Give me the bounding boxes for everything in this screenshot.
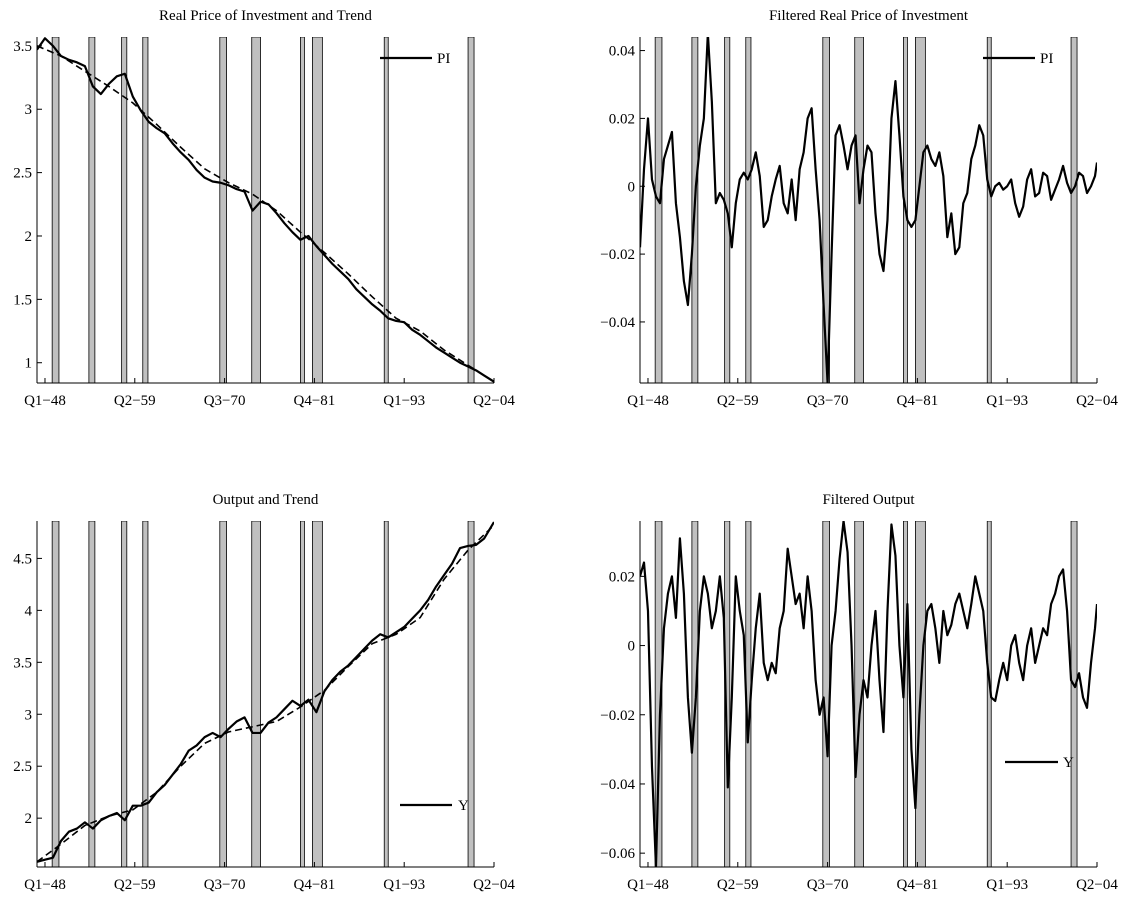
recession-band xyxy=(300,521,305,867)
x-tick-label: Q2−59 xyxy=(114,877,156,893)
recession-band xyxy=(51,521,60,867)
y-tick-label: 1.5 xyxy=(13,292,32,308)
recession-band xyxy=(219,521,227,867)
chart-title: Output and Trend xyxy=(213,492,319,508)
chart-title: Real Price of Investment and Trend xyxy=(159,8,372,24)
y-tick-label: 2.5 xyxy=(13,166,32,182)
y-tick-label: 4 xyxy=(25,603,33,619)
y-tick-label: −0.02 xyxy=(600,247,635,263)
chart-title: Filtered Real Price of Investment xyxy=(769,8,969,24)
recession-band xyxy=(822,521,830,867)
x-tick-label: Q1−93 xyxy=(383,393,425,409)
recession-band xyxy=(854,521,864,867)
x-tick-label: Q2−59 xyxy=(114,393,156,409)
x-tick-label: Q1−48 xyxy=(24,393,66,409)
recession-band xyxy=(88,37,96,383)
x-tick-label: Q2−59 xyxy=(717,393,759,409)
recession-band xyxy=(121,521,128,867)
y-tick-label: 3.5 xyxy=(13,655,32,671)
recession-band xyxy=(986,37,992,383)
recession-band xyxy=(311,37,323,383)
recession-band xyxy=(51,37,60,383)
y-tick-label: −0.04 xyxy=(600,315,635,331)
x-tick-label: Q4−81 xyxy=(896,877,938,893)
y-tick-label: 0.04 xyxy=(609,44,636,60)
x-tick-label: Q1−93 xyxy=(986,877,1028,893)
y-tick-label: −0.02 xyxy=(600,708,635,724)
x-tick-label: Q2−59 xyxy=(717,877,759,893)
x-tick-label: Q1−93 xyxy=(986,393,1028,409)
recession-band xyxy=(467,521,475,867)
x-tick-label: Q3−70 xyxy=(204,393,246,409)
trend-line xyxy=(37,524,494,863)
panel-filtered-real-price-of-investment: −0.04 −0.02 0 0.02 0.04 Q1−48 Q2−59 Q3−70 Q4−81 Q… xyxy=(600,8,1118,409)
x-tick-label: Q4−81 xyxy=(293,393,335,409)
panel-real-price-of-investment: 1 1.5 2 2.5 3 3.5 Q1−48 Q2−59 Q3−70 Q4−81 Q1−93 Q2−… xyxy=(13,8,515,409)
y-tick-label: 1 xyxy=(25,356,33,372)
x-tick-label: Q3−70 xyxy=(807,393,849,409)
recession-band xyxy=(142,521,149,867)
recession-band xyxy=(467,37,475,383)
y-tick-label: 0 xyxy=(628,639,636,655)
series-line xyxy=(37,521,494,863)
y-tick-label: 0 xyxy=(628,179,636,195)
y-tick-label: −0.04 xyxy=(600,777,635,793)
y-tick-label: 2 xyxy=(25,811,33,827)
legend-label: PI xyxy=(1040,51,1053,67)
recession-band xyxy=(1070,37,1078,383)
y-tick-label: 2 xyxy=(25,229,33,245)
x-tick-label: Q1−48 xyxy=(24,877,66,893)
recession-band xyxy=(121,37,128,383)
x-tick-label: Q2−04 xyxy=(473,877,515,893)
y-tick-label: 3.5 xyxy=(13,39,32,55)
y-tick-label: 0.02 xyxy=(609,569,635,585)
recession-band xyxy=(822,37,830,383)
legend-label: PI xyxy=(437,51,450,67)
x-tick-label: Q3−70 xyxy=(807,877,849,893)
series-line xyxy=(640,37,1097,383)
y-tick-label: 4.5 xyxy=(13,551,32,567)
recession-band xyxy=(251,521,261,867)
series-line xyxy=(37,37,494,383)
x-tick-label: Q2−04 xyxy=(1076,393,1118,409)
recession-band xyxy=(745,37,752,383)
trend-line xyxy=(37,45,494,383)
y-tick-label: −0.06 xyxy=(600,846,635,862)
recession-band xyxy=(691,521,699,867)
recession-band xyxy=(914,37,926,383)
x-tick-label: Q1−48 xyxy=(627,393,669,409)
x-tick-label: Q4−81 xyxy=(896,393,938,409)
x-tick-label: Q3−70 xyxy=(204,877,246,893)
recession-band xyxy=(1070,521,1078,867)
y-tick-label: 3 xyxy=(25,102,33,118)
y-tick-label: 2.5 xyxy=(13,759,32,775)
x-tick-label: Q1−93 xyxy=(383,877,425,893)
legend-label: Y xyxy=(1063,755,1074,771)
legend-label: Y xyxy=(458,798,469,814)
x-tick-label: Q2−04 xyxy=(473,393,515,409)
x-tick-label: Q1−48 xyxy=(627,877,669,893)
panel-output: 2 2.5 3 3.5 4 4.5 Q1−48 Q2−59 Q3−70 Q4−81 Q1−93 Q2−… xyxy=(13,492,515,893)
x-tick-label: Q2−04 xyxy=(1076,877,1118,893)
recession-band xyxy=(219,37,227,383)
y-tick-label: 0.02 xyxy=(609,111,635,127)
recession-band xyxy=(311,521,323,867)
recession-band xyxy=(300,37,305,383)
recession-band xyxy=(383,37,389,383)
recession-band xyxy=(142,37,149,383)
recession-band xyxy=(88,521,96,867)
series-line xyxy=(640,521,1097,867)
y-tick-label: 3 xyxy=(25,707,33,723)
recession-band xyxy=(383,521,389,867)
panel-filtered-output: −0.06 −0.04 −0.02 0 0.02 Q1−48 Q2−59 Q3−70 Q4−81… xyxy=(600,492,1118,893)
recession-band xyxy=(854,37,864,383)
recession-band xyxy=(654,37,663,383)
x-tick-label: Q4−81 xyxy=(293,877,335,893)
chart-title: Filtered Output xyxy=(822,492,915,508)
